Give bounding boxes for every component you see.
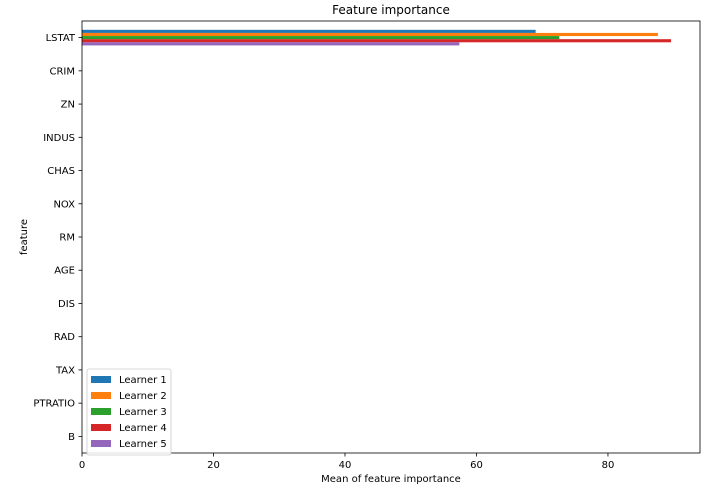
y-tick-label-tax: TAX <box>55 365 75 376</box>
axes: LSTAT CRIM ZN INDUS CHAS NOX RM AGE DIS RAD TAX PTR… <box>33 20 701 471</box>
y-tick-label-indus: INDUS <box>43 133 75 144</box>
legend-label: Learner 1 <box>119 375 167 386</box>
legend-box <box>86 368 172 456</box>
bars <box>82 29 672 46</box>
y-tick-label-dis: DIS <box>58 299 75 310</box>
y-tick-label-rm: RM <box>59 233 75 244</box>
plot-frame <box>81 20 701 454</box>
y-tick-label-zn: ZN <box>61 100 75 111</box>
y-tick-label-rad: RAD <box>54 332 75 343</box>
legend-swatch <box>91 424 111 431</box>
chart-title: Feature importance <box>332 3 450 17</box>
x-tick-label: 60 <box>470 460 483 471</box>
legend-swatch <box>91 392 111 399</box>
bar-lstat-learner-4 <box>82 39 672 43</box>
x-tick-label: 20 <box>207 460 220 471</box>
y-tick-label-chas: CHAS <box>47 166 75 177</box>
bar-lstat-learner-2 <box>82 32 658 37</box>
bar-lstat-learner-5 <box>82 42 460 46</box>
legend-label: Learner 2 <box>119 391 167 402</box>
y-tick-label-age: AGE <box>54 266 75 277</box>
y-tick-label-nox: NOX <box>53 199 75 210</box>
legend-label: Learner 5 <box>119 439 167 450</box>
y-tick-label-b: B <box>68 432 75 443</box>
bar-lstat-learner-3 <box>82 36 560 40</box>
legend-swatch <box>91 440 111 447</box>
legend-swatch <box>91 376 111 383</box>
legend-swatch <box>91 408 111 415</box>
y-tick-label-lstat: LSTAT <box>46 33 76 44</box>
y-tick-label-ptratio: PTRATIO <box>33 399 75 410</box>
bar-lstat-learner-1 <box>82 29 536 33</box>
x-tick-label: 0 <box>79 460 85 471</box>
x-tick-label: 80 <box>602 460 615 471</box>
y-axis-label: feature <box>19 219 30 255</box>
x-axis-label: Mean of feature importance <box>321 474 461 485</box>
x-tick-label: 40 <box>339 460 352 471</box>
legend-label: Learner 3 <box>119 407 167 418</box>
legend-label: Learner 4 <box>119 423 167 434</box>
legend: Learner 1 Learner 2 Learner 3 Learner 4 Lear… <box>86 368 172 456</box>
y-tick-label-crim: CRIM <box>49 66 75 77</box>
